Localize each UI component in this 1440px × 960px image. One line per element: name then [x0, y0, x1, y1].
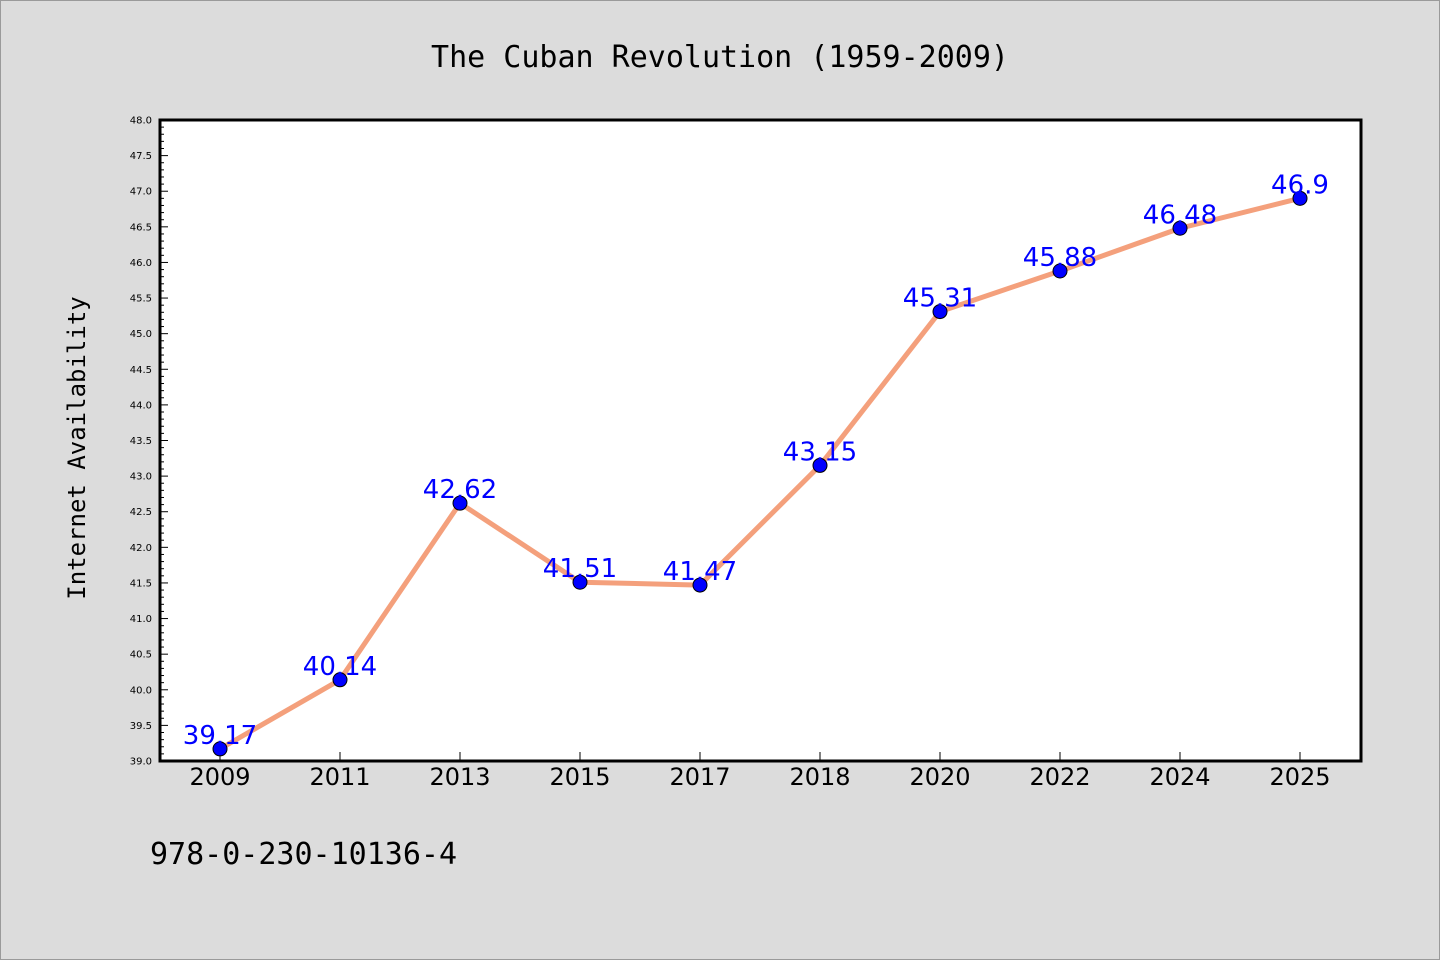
x-tick-label: 2018: [789, 763, 850, 791]
y-tick-label: 41.5: [130, 578, 152, 589]
x-tick-label: 2013: [429, 763, 490, 791]
data-label: 39.17: [183, 721, 257, 751]
data-point: [812, 457, 828, 473]
data-point: [1172, 220, 1188, 236]
y-tick-label: 46.5: [130, 222, 152, 233]
data-label: 43.15: [783, 437, 857, 467]
isbn-text: 978-0-230-10136-4: [150, 837, 457, 872]
data-point: [1052, 263, 1068, 279]
y-tick-label: 48.0: [130, 116, 152, 127]
x-tick-label: 2025: [1269, 763, 1330, 791]
y-tick-label: 39.5: [130, 721, 152, 732]
y-tick-label: 39.0: [130, 757, 152, 768]
x-tick-label: 2020: [909, 763, 970, 791]
data-label: 41.47: [663, 557, 737, 587]
y-tick-label: 45.0: [130, 329, 152, 340]
data-point: [1292, 190, 1308, 206]
data-series: 39.17 40.14 42.62 41.51 41.47 43.15 45.31 45.88…: [183, 170, 1329, 757]
y-tick-label: 40.5: [130, 650, 152, 661]
y-axis-label: Internet Availability: [63, 296, 91, 599]
y-tick-label: 41.0: [130, 614, 152, 625]
y-axis: 39.0 39.5 40.0 40.5 41.0 41.5 42.0 42.5 43.0 43.5…: [130, 116, 168, 768]
data-label: 46.9: [1271, 170, 1329, 200]
y-tick-label: 47.0: [130, 187, 152, 198]
x-tick-label: 2015: [549, 763, 610, 791]
x-tick-label: 2011: [309, 763, 370, 791]
data-label: 45.88: [1023, 243, 1097, 273]
data-point: [452, 495, 468, 511]
data-label: 46.48: [1143, 200, 1217, 230]
data-point: [332, 672, 348, 688]
y-tick-label: 44.5: [130, 365, 152, 376]
x-tick-label: 2017: [669, 763, 730, 791]
x-tick-label: 2022: [1029, 763, 1090, 791]
data-label: 41.51: [543, 554, 617, 584]
y-tick-label: 42.0: [130, 543, 152, 554]
data-point: [692, 577, 708, 593]
series-line: [217, 195, 1303, 752]
x-tick-label: 2024: [1149, 763, 1210, 791]
y-tick-label: 47.5: [130, 151, 152, 162]
y-tick-label: 44.0: [130, 400, 152, 411]
y-tick-label: 40.0: [130, 685, 152, 696]
plot-border: [158, 118, 1363, 763]
x-tick-label: 2009: [189, 763, 250, 791]
data-point: [572, 574, 588, 590]
y-tick-label: 43.0: [130, 472, 152, 483]
data-label: 42.62: [423, 475, 497, 505]
y-tick-label: 42.5: [130, 507, 152, 518]
y-tick-label: 43.5: [130, 436, 152, 447]
data-point: [932, 304, 948, 320]
data-point: [212, 741, 228, 757]
data-label: 40.14: [303, 652, 377, 682]
y-tick-label: 46.0: [130, 258, 152, 269]
y-tick-label: 45.5: [130, 294, 152, 305]
chart-title: The Cuban Revolution (1959-2009): [431, 40, 1009, 75]
data-label: 45.31: [903, 284, 977, 314]
